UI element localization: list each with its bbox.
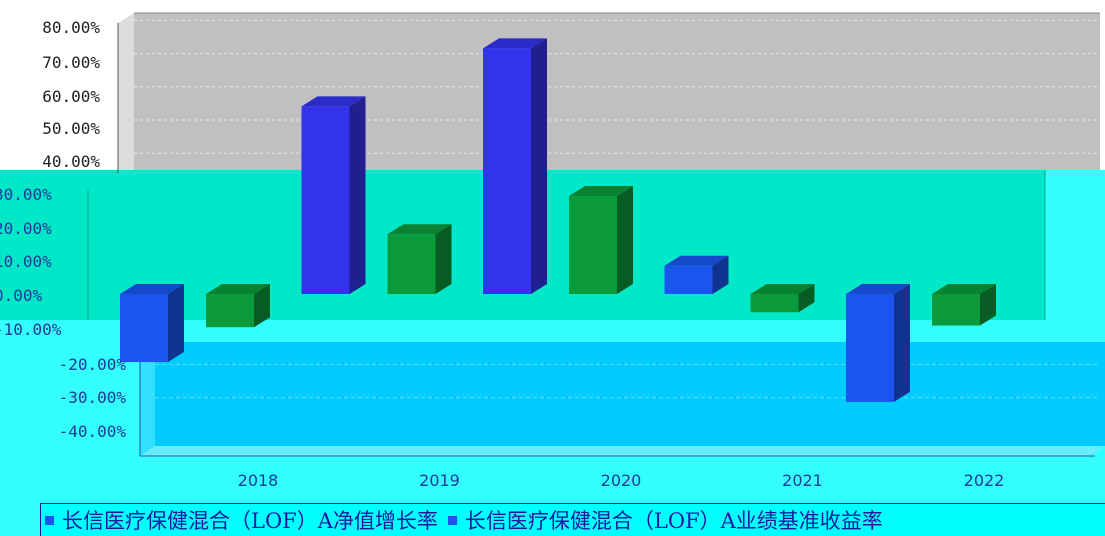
y-tick-label: 0.00% — [0, 286, 43, 305]
y-tick-label: 30.00% — [0, 185, 52, 204]
bar-front-face — [387, 234, 436, 294]
x-tick-label: 2019 — [419, 471, 460, 490]
x-tick-label: 2018 — [238, 471, 279, 490]
legend-swatch-benchmark — [447, 515, 457, 525]
plot-back-wall-lower — [155, 342, 1105, 446]
chart-background — [0, 12, 1105, 536]
legend-item-benchmark: 长信医疗保健混合（LOF）A业绩基准收益率 — [447, 505, 883, 535]
bar-top-face — [483, 38, 547, 49]
bar-front-face — [664, 265, 713, 294]
bar-净值增长率-2019 — [301, 96, 366, 294]
bar-side-face — [798, 284, 815, 313]
bar-front-face — [301, 106, 350, 294]
bar-side-face — [617, 186, 633, 294]
bar-top-face — [569, 186, 633, 197]
plot-area-middle — [0, 170, 1105, 342]
bar-净值增长率-2020 — [483, 38, 547, 294]
bar-净值增长率-2018 — [120, 284, 184, 363]
bar-top-face — [846, 284, 910, 294]
y-tick-label: 50.00% — [42, 119, 100, 138]
bar-side-face — [168, 284, 184, 363]
bar-front-face — [120, 294, 168, 363]
middle-left-block — [0, 170, 88, 342]
bar-基准收益率-2022 — [932, 284, 996, 326]
bar-side-face — [980, 284, 996, 326]
legend-item-nav: 长信医疗保健混合（LOF）A净值增长率 — [45, 505, 438, 535]
bars-layer — [120, 38, 996, 402]
y-tick-label: -40.00% — [59, 422, 127, 441]
bar-基准收益率-2021 — [750, 284, 815, 313]
legend-swatch-nav — [45, 515, 54, 525]
y-tick-label: 20.00% — [0, 219, 52, 238]
middle-right-block — [1045, 170, 1105, 342]
legend-label-benchmark: 长信医疗保健混合（LOF）A业绩基准收益率 — [464, 509, 883, 533]
y-tick-label: 10.00% — [0, 252, 52, 271]
y-tick-label: 60.00% — [42, 87, 100, 106]
bar-front-face — [846, 294, 894, 402]
y-tick-label: -10.00% — [0, 320, 62, 339]
bar-side-face — [254, 284, 270, 328]
bar-top-face — [387, 224, 452, 235]
bar-基准收益率-2018 — [206, 284, 270, 328]
bar-side-face — [435, 224, 452, 294]
y-tick-label: 80.00% — [42, 18, 100, 37]
bar-净值增长率-2021 — [664, 255, 729, 294]
bar-基准收益率-2019 — [387, 224, 452, 294]
bar-top-face — [206, 284, 270, 294]
x-tick-label: 2021 — [782, 471, 823, 490]
x-tick-label: 2020 — [601, 471, 642, 490]
bar-top-face — [750, 284, 815, 294]
bar-基准收益率-2020 — [569, 186, 633, 294]
bar-front-face — [483, 48, 531, 294]
bar-top-face — [120, 284, 184, 294]
bar-top-face — [664, 255, 729, 266]
y-tick-label: 40.00% — [42, 152, 100, 171]
bar-top-face — [301, 96, 366, 107]
bar-front-face — [932, 294, 980, 326]
plot-left-wall-lower — [140, 342, 155, 456]
x-tick-label: 2022 — [964, 471, 1005, 490]
axis-layer: 80.00% 70.00% 60.00% 50.00% 40.00% 30.00% 20.0… — [0, 18, 1004, 490]
plot-left-wall-upper — [118, 13, 134, 173]
bar-净值增长率-2022 — [846, 284, 910, 402]
bar-side-face — [712, 255, 729, 294]
legend: 长信医疗保健混合（LOF）A净值增长率 长信医疗保健混合（LOF）A业绩基准收益… — [40, 503, 1105, 536]
y-tick-label: -20.00% — [59, 355, 127, 374]
plot-floor — [140, 446, 1105, 456]
bar-top-face — [932, 284, 996, 294]
bar-side-face — [894, 284, 910, 402]
legend-label-nav: 长信医疗保健混合（LOF）A净值增长率 — [62, 509, 438, 533]
plot-area-upper — [134, 13, 1100, 173]
y-tick-label: -30.00% — [59, 388, 127, 407]
bar-side-face — [349, 96, 366, 294]
bar-side-face — [531, 38, 547, 294]
y-tick-label: 70.00% — [42, 53, 100, 72]
bar-front-face — [750, 294, 799, 313]
bar-front-face — [206, 294, 254, 328]
bar-front-face — [569, 196, 617, 294]
